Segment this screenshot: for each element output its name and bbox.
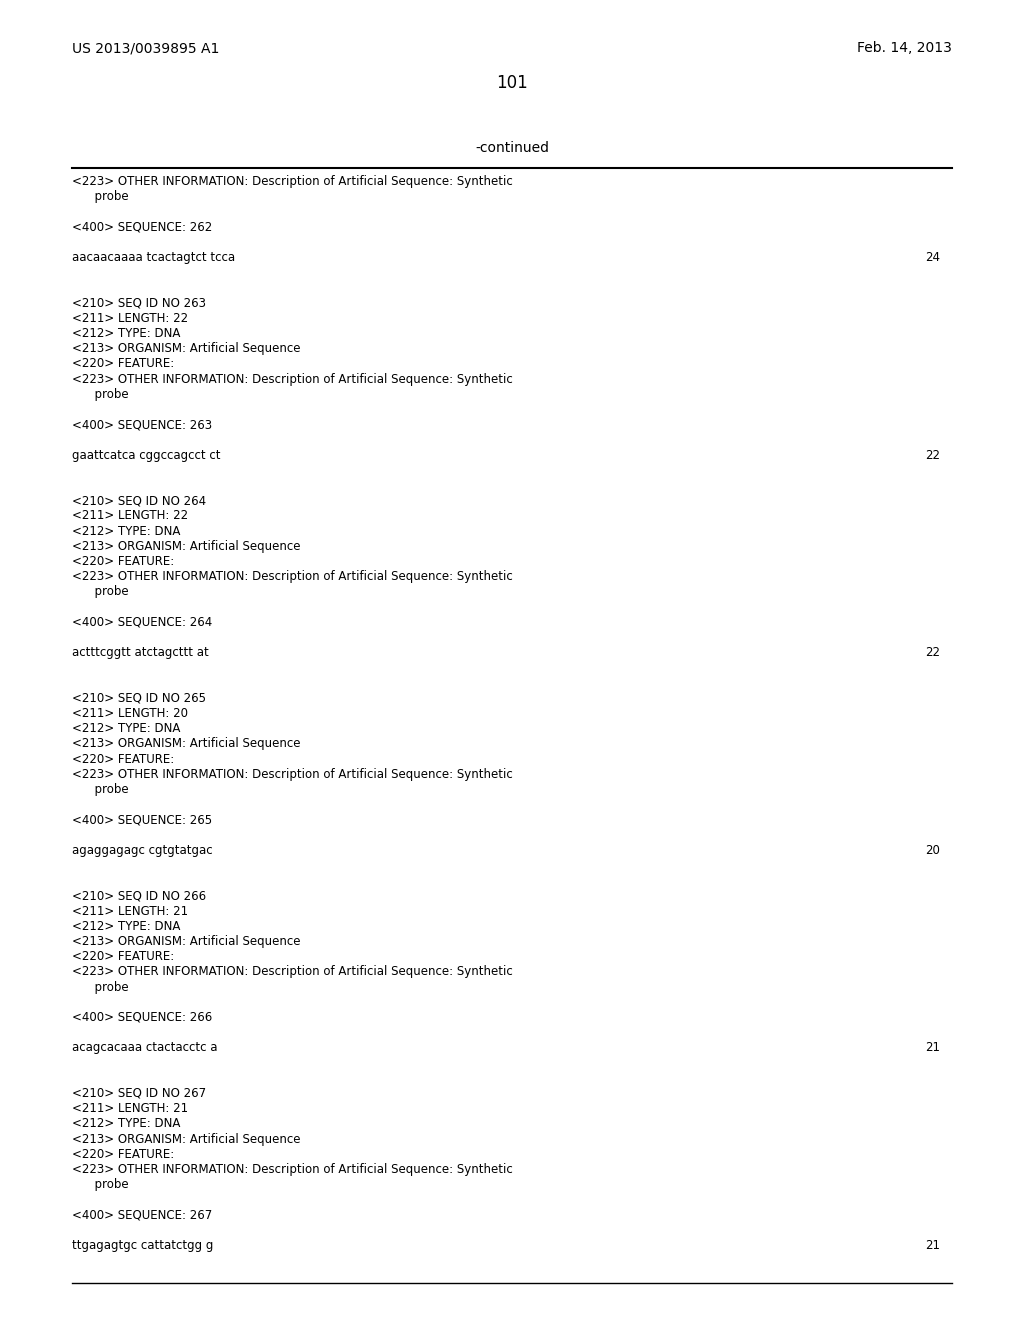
Text: <212> TYPE: DNA: <212> TYPE: DNA: [72, 1118, 180, 1130]
Text: 24: 24: [925, 251, 940, 264]
Text: <213> ORGANISM: Artificial Sequence: <213> ORGANISM: Artificial Sequence: [72, 935, 300, 948]
Text: 22: 22: [925, 449, 940, 462]
Text: <223> OTHER INFORMATION: Description of Artificial Sequence: Synthetic: <223> OTHER INFORMATION: Description of …: [72, 965, 513, 978]
Text: <210> SEQ ID NO 265: <210> SEQ ID NO 265: [72, 692, 206, 705]
Text: <220> FEATURE:: <220> FEATURE:: [72, 1148, 174, 1160]
Text: 101: 101: [496, 74, 528, 92]
Text: <213> ORGANISM: Artificial Sequence: <213> ORGANISM: Artificial Sequence: [72, 342, 300, 355]
Text: agaggagagc cgtgtatgac: agaggagagc cgtgtatgac: [72, 843, 213, 857]
Text: <220> FEATURE:: <220> FEATURE:: [72, 752, 174, 766]
Text: <211> LENGTH: 21: <211> LENGTH: 21: [72, 1102, 188, 1115]
Text: <220> FEATURE:: <220> FEATURE:: [72, 950, 174, 964]
Text: <223> OTHER INFORMATION: Description of Artificial Sequence: Synthetic: <223> OTHER INFORMATION: Description of …: [72, 372, 513, 385]
Text: <400> SEQUENCE: 264: <400> SEQUENCE: 264: [72, 616, 212, 628]
Text: <210> SEQ ID NO 264: <210> SEQ ID NO 264: [72, 494, 206, 507]
Text: <213> ORGANISM: Artificial Sequence: <213> ORGANISM: Artificial Sequence: [72, 738, 300, 750]
Text: <223> OTHER INFORMATION: Description of Artificial Sequence: Synthetic: <223> OTHER INFORMATION: Description of …: [72, 176, 513, 187]
Text: -continued: -continued: [475, 141, 549, 154]
Text: 21: 21: [925, 1239, 940, 1251]
Text: <210> SEQ ID NO 267: <210> SEQ ID NO 267: [72, 1086, 206, 1100]
Text: <400> SEQUENCE: 265: <400> SEQUENCE: 265: [72, 813, 212, 826]
Text: probe: probe: [72, 1179, 129, 1191]
Text: <212> TYPE: DNA: <212> TYPE: DNA: [72, 722, 180, 735]
Text: <400> SEQUENCE: 266: <400> SEQUENCE: 266: [72, 1011, 212, 1024]
Text: <400> SEQUENCE: 263: <400> SEQUENCE: 263: [72, 418, 212, 432]
Text: <210> SEQ ID NO 263: <210> SEQ ID NO 263: [72, 297, 206, 310]
Text: Feb. 14, 2013: Feb. 14, 2013: [857, 41, 952, 55]
Text: <213> ORGANISM: Artificial Sequence: <213> ORGANISM: Artificial Sequence: [72, 540, 300, 553]
Text: probe: probe: [72, 585, 129, 598]
Text: <211> LENGTH: 21: <211> LENGTH: 21: [72, 904, 188, 917]
Text: acagcacaaa ctactacctc a: acagcacaaa ctactacctc a: [72, 1041, 217, 1055]
Text: US 2013/0039895 A1: US 2013/0039895 A1: [72, 41, 219, 55]
Text: 22: 22: [925, 647, 940, 659]
Text: <400> SEQUENCE: 262: <400> SEQUENCE: 262: [72, 220, 212, 234]
Text: <400> SEQUENCE: 267: <400> SEQUENCE: 267: [72, 1209, 212, 1221]
Text: ttgagagtgc cattatctgg g: ttgagagtgc cattatctgg g: [72, 1239, 213, 1251]
Text: <212> TYPE: DNA: <212> TYPE: DNA: [72, 327, 180, 341]
Text: <223> OTHER INFORMATION: Description of Artificial Sequence: Synthetic: <223> OTHER INFORMATION: Description of …: [72, 1163, 513, 1176]
Text: <213> ORGANISM: Artificial Sequence: <213> ORGANISM: Artificial Sequence: [72, 1133, 300, 1146]
Text: probe: probe: [72, 388, 129, 401]
Text: <210> SEQ ID NO 266: <210> SEQ ID NO 266: [72, 890, 206, 903]
Text: <220> FEATURE:: <220> FEATURE:: [72, 358, 174, 371]
Text: probe: probe: [72, 190, 129, 203]
Text: <212> TYPE: DNA: <212> TYPE: DNA: [72, 920, 180, 933]
Text: <212> TYPE: DNA: <212> TYPE: DNA: [72, 524, 180, 537]
Text: <223> OTHER INFORMATION: Description of Artificial Sequence: Synthetic: <223> OTHER INFORMATION: Description of …: [72, 570, 513, 583]
Text: actttcggtt atctagcttt at: actttcggtt atctagcttt at: [72, 647, 209, 659]
Text: <211> LENGTH: 20: <211> LENGTH: 20: [72, 708, 188, 719]
Text: <220> FEATURE:: <220> FEATURE:: [72, 554, 174, 568]
Text: aacaacaaaa tcactagtct tcca: aacaacaaaa tcactagtct tcca: [72, 251, 236, 264]
Text: probe: probe: [72, 981, 129, 994]
Text: <211> LENGTH: 22: <211> LENGTH: 22: [72, 312, 188, 325]
Text: <211> LENGTH: 22: <211> LENGTH: 22: [72, 510, 188, 523]
Text: probe: probe: [72, 783, 129, 796]
Text: 20: 20: [925, 843, 940, 857]
Text: gaattcatca cggccagcct ct: gaattcatca cggccagcct ct: [72, 449, 220, 462]
Text: <223> OTHER INFORMATION: Description of Artificial Sequence: Synthetic: <223> OTHER INFORMATION: Description of …: [72, 768, 513, 781]
Text: 21: 21: [925, 1041, 940, 1055]
